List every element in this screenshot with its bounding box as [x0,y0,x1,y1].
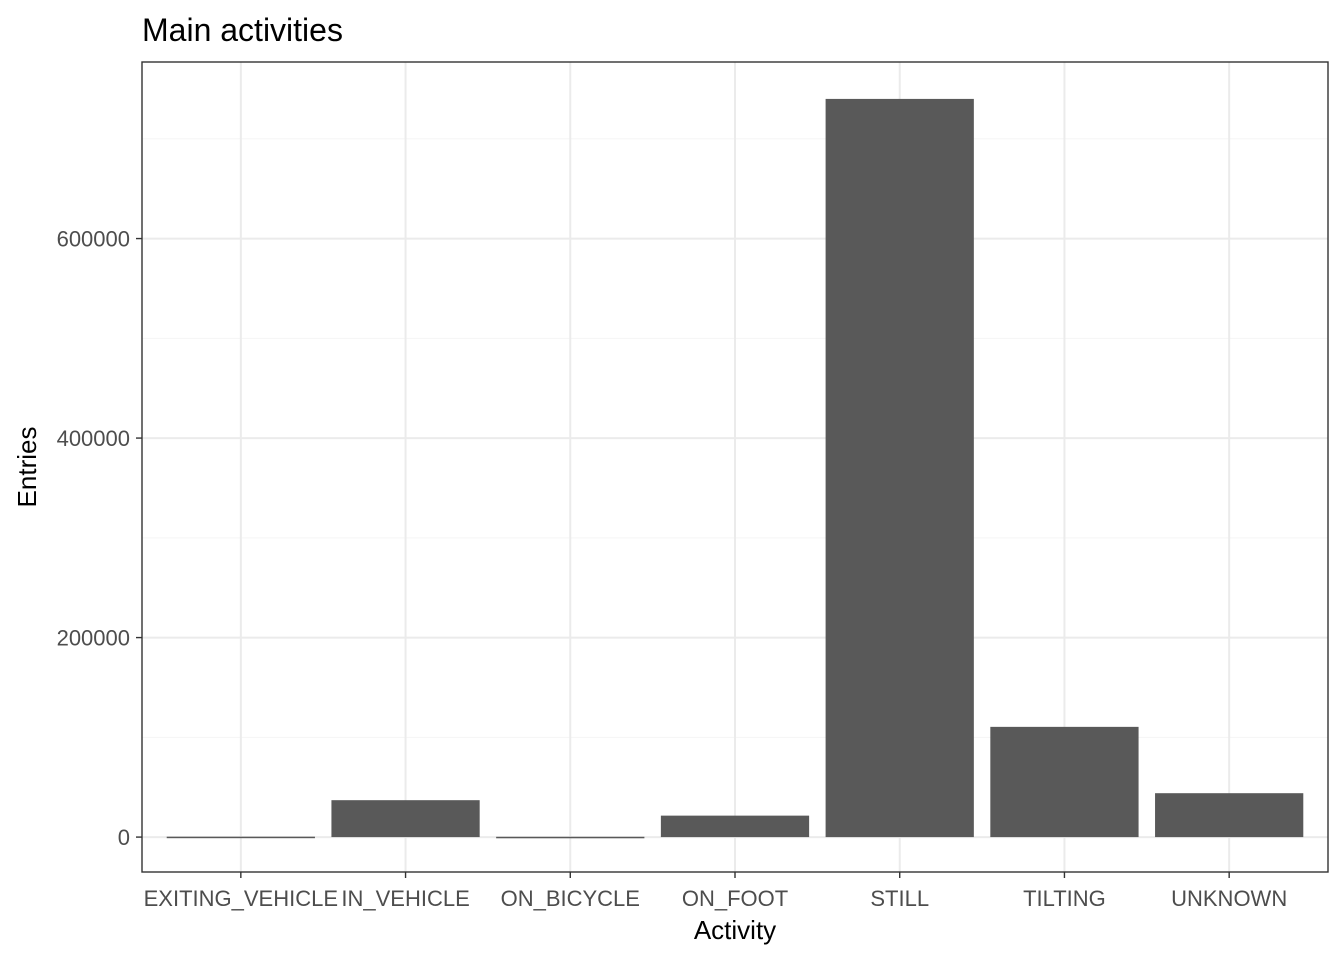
grid [142,62,1328,872]
x-tick-label: ON_FOOT [682,886,788,911]
bar-on-bicycle [496,836,645,839]
bar-in-vehicle [331,800,480,838]
y-tick-label: 0 [118,825,130,850]
x-axis: EXITING_VEHICLE IN_VEHICLE ON_BICYCLE ON_FO… [144,872,1287,911]
y-axis: 0 200000 400000 600000 [57,227,142,850]
x-tick-label: TILTING [1023,886,1106,911]
y-tick-label: 600000 [57,227,130,252]
bar-unknown [1155,793,1304,838]
y-axis-title: Entries [12,427,42,508]
bar-still [825,98,974,838]
bar-exiting-vehicle [166,836,315,839]
x-tick-label: IN_VEHICLE [341,886,469,911]
bars [166,98,1304,839]
x-tick-label: ON_BICYCLE [501,886,640,911]
y-tick-label: 400000 [57,426,130,451]
x-tick-label: EXITING_VEHICLE [144,886,338,911]
x-tick-label: UNKNOWN [1171,886,1287,911]
x-tick-label: STILL [870,886,929,911]
bar-tilting [990,726,1139,838]
chart-title: Main activities [142,12,343,48]
bar-on-foot [660,815,810,838]
x-axis-title: Activity [694,915,776,945]
y-tick-label: 200000 [57,626,130,651]
